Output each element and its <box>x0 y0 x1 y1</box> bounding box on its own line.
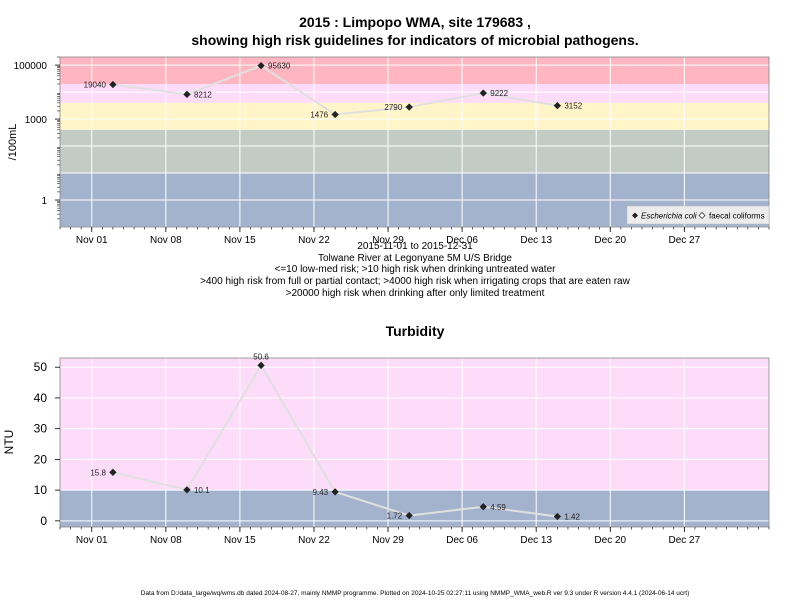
chart1-note-risk-1: <=10 low-med risk; >10 high risk when dr… <box>275 264 557 275</box>
band-3 <box>60 83 769 103</box>
legend-ecoli-label: Escherichia coli <box>641 212 697 221</box>
data-point <box>183 90 191 99</box>
y-tick-label: 50 <box>34 360 48 374</box>
data-label: 50.6 <box>253 352 269 361</box>
data-point <box>405 103 413 111</box>
data-point <box>257 61 265 70</box>
data-point <box>331 488 339 496</box>
chart2-grid <box>60 358 769 527</box>
x-tick-label: Dec 13 <box>520 535 552 546</box>
chart1-title-line-2: showing high risk guidelines for indicat… <box>191 32 638 48</box>
x-tick-label: Dec 27 <box>668 535 700 546</box>
chart2-ylabel: NTU <box>2 430 16 455</box>
x-tick-label: Dec 20 <box>594 235 626 246</box>
data-point <box>257 361 265 370</box>
chart1-note-risk-3: >20000 high risk when drinking after onl… <box>286 288 545 299</box>
data-label: 9.43 <box>313 488 329 497</box>
data-point <box>553 101 562 110</box>
legend-box <box>626 205 770 225</box>
band-2 <box>60 102 769 130</box>
band-4 <box>60 57 769 84</box>
x-tick-label: Nov 01 <box>76 235 108 246</box>
data-label: 3152 <box>564 102 582 111</box>
data-point <box>331 110 339 119</box>
chart1-series: 19040 8212 95630 1476 2790 9222 3152 <box>84 62 583 120</box>
data-label: 15.8 <box>90 468 106 477</box>
y-tick-label: 1 <box>41 196 47 207</box>
x-tick-label: Nov 15 <box>224 235 256 246</box>
y-tick-label: 100000 <box>14 61 48 72</box>
x-tick-label: Dec 06 <box>446 235 478 246</box>
x-tick-label: Nov 29 <box>372 535 404 546</box>
data-label: 10.1 <box>194 486 210 495</box>
data-point <box>405 511 413 520</box>
data-label: 1476 <box>310 111 328 120</box>
data-point <box>479 89 488 97</box>
data-label: 19040 <box>84 81 107 90</box>
chart2-title: Turbidity <box>386 323 445 339</box>
chart2-frame <box>59 357 770 528</box>
x-tick-label: Nov 08 <box>150 535 182 546</box>
chart1-risk-bands <box>60 57 769 227</box>
footer-note: Data from D:/data_large/wq/wms.db dated … <box>141 590 690 597</box>
y-tick-label: 1000 <box>25 115 48 126</box>
chart2-axes: Nov 01 Nov 08 Nov 15 Nov 22 Nov 29 Dec 06 Dec … <box>34 360 770 546</box>
x-tick-label: Nov 22 <box>298 535 330 546</box>
chart1-frame <box>59 56 770 228</box>
data-label: 8212 <box>194 90 212 99</box>
chart1-grid <box>60 57 769 228</box>
legend-filled-diamond-icon <box>632 212 638 219</box>
y-tick-label: 10 <box>34 483 48 497</box>
data-point <box>479 502 488 511</box>
legend-faecal-coliforms-label: faecal coliforms <box>709 212 765 221</box>
x-tick-label: Nov 15 <box>224 535 256 546</box>
band-0 <box>60 490 769 527</box>
chart2-series: 15.8 10.1 50.6 9.43 1.72 4.59 1.42 <box>90 352 580 521</box>
data-label: 1.72 <box>387 512 403 521</box>
chart2-bands <box>60 358 769 527</box>
y-tick-label: 40 <box>34 391 48 405</box>
chart1-plot: Nov 01 Nov 08 Nov 15 Nov 22 Nov 29 Dec 06 Dec … <box>7 56 770 299</box>
data-point <box>109 80 117 89</box>
chart1-legend: Escherichia coli faecal coliforms <box>626 205 770 225</box>
y-tick-label: 30 <box>34 422 48 436</box>
chart2-plot: Nov 01 Nov 08 Nov 15 Nov 22 Nov 29 Dec 06 Dec … <box>2 352 770 546</box>
band-1 <box>60 358 769 491</box>
data-label: 9222 <box>490 89 508 98</box>
x-tick-label: Dec 20 <box>594 535 626 546</box>
chart1-note-site: Tolwane River at Legonyane 5M U/S Bridge <box>318 253 512 264</box>
x-tick-label: Nov 29 <box>372 235 404 246</box>
legend-open-diamond-icon <box>698 212 706 219</box>
chart1-axes: Nov 01 Nov 08 Nov 15 Nov 22 Nov 29 Dec 06 Dec … <box>14 56 770 246</box>
x-tick-label: Dec 06 <box>446 535 478 546</box>
data-point <box>183 486 191 494</box>
x-tick-label: Dec 13 <box>520 235 552 246</box>
x-tick-label: Dec 27 <box>668 235 700 246</box>
chart1-note-risk-2: >400 high risk from full or partial cont… <box>200 276 630 287</box>
x-tick-label: Nov 01 <box>76 535 108 546</box>
data-label: 4.59 <box>490 503 506 512</box>
chart1-ylabel: /100mL <box>7 124 19 161</box>
data-point <box>553 512 562 521</box>
data-point <box>109 468 117 477</box>
x-tick-label: Nov 22 <box>298 235 330 246</box>
data-label: 2790 <box>384 103 402 112</box>
y-tick-label: 0 <box>40 514 47 528</box>
data-label: 95630 <box>268 62 291 71</box>
x-tick-label: Nov 08 <box>150 235 182 246</box>
band-1 <box>60 129 769 174</box>
chart1-title-line-1: 2015 : Limpopo WMA, site 179683 , <box>299 14 531 30</box>
data-label: 1.42 <box>564 512 580 521</box>
chart1-note-date-range: 2015-11-01 to 2015-12-31 <box>357 241 473 252</box>
y-tick-label: 20 <box>34 452 48 466</box>
